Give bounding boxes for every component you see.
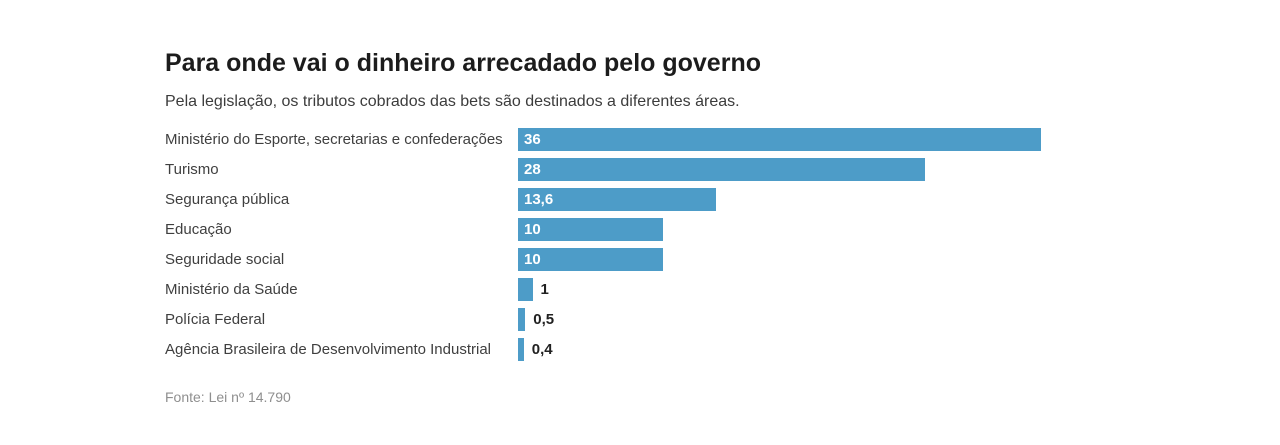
category-label: Turismo xyxy=(165,161,219,178)
bar: 10 xyxy=(518,248,664,271)
value-label-inside: 10 xyxy=(524,251,541,268)
value-label-inside: 28 xyxy=(524,161,541,178)
bar: 28 xyxy=(518,158,925,181)
bar xyxy=(518,308,526,331)
bar: 36 xyxy=(518,128,1041,151)
category-label: Ministério do Esporte, secretarias e con… xyxy=(165,131,503,148)
bar: 10 xyxy=(518,218,664,241)
category-label: Segurança pública xyxy=(165,191,290,208)
chart-row: Segurança pública 13,6 xyxy=(0,188,1280,211)
chart-row: Ministério da Saúde 1 xyxy=(0,278,1280,301)
category-label: Polícia Federal xyxy=(165,311,266,328)
value-label-inside: 36 xyxy=(524,131,541,148)
chart-row: Turismo 28 xyxy=(0,158,1280,181)
chart-subtitle: Pela legislação, os tributos cobrados da… xyxy=(165,93,740,110)
value-label-outside: 0,5 xyxy=(533,311,555,328)
value-label-outside: 1 xyxy=(540,281,549,298)
category-label: Seguridade social xyxy=(165,251,285,268)
chart-title: Para onde vai o dinheiro arrecadado pelo… xyxy=(165,49,761,77)
category-label: Agência Brasileira de Desenvolvimento In… xyxy=(165,341,492,358)
chart-row: Seguridade social 10 xyxy=(0,248,1280,271)
chart-row: Ministério do Esporte, secretarias e con… xyxy=(0,128,1280,151)
source-note: Fonte: Lei nº 14.790 xyxy=(165,389,291,405)
bar xyxy=(518,338,524,361)
value-label-inside: 10 xyxy=(524,221,541,238)
chart-rows: Ministério do Esporte, secretarias e con… xyxy=(0,128,1280,368)
chart-row: Educação 10 xyxy=(0,218,1280,241)
bar xyxy=(518,278,533,301)
value-label-outside: 0,4 xyxy=(531,341,553,358)
category-label: Ministério da Saúde xyxy=(165,281,298,298)
chart-row: Polícia Federal 0,5 xyxy=(0,308,1280,331)
chart-row: Agência Brasileira de Desenvolvimento In… xyxy=(0,338,1280,361)
value-label-inside: 13,6 xyxy=(524,191,554,208)
bar: 13,6 xyxy=(518,188,716,211)
category-label: Educação xyxy=(165,221,232,238)
